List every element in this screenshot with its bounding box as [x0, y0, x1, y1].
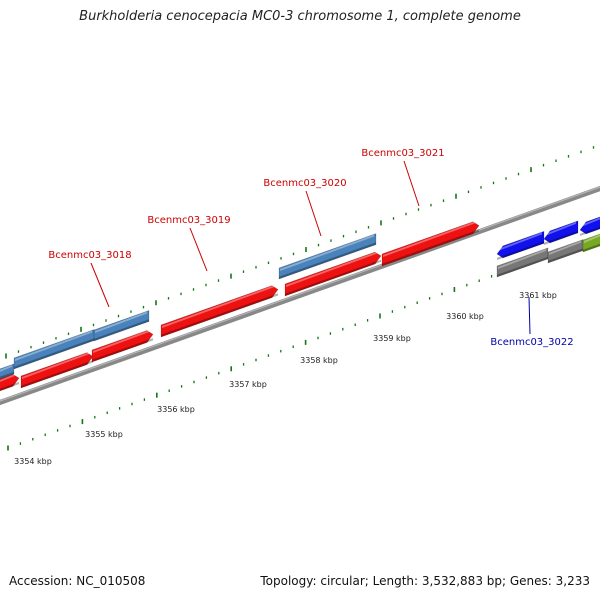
callout-pointer — [90, 262, 110, 308]
cds-reverse — [543, 220, 579, 245]
callout-pointer — [189, 227, 208, 272]
feature-gray-body — [496, 247, 549, 278]
feature-blue-shade — [279, 242, 376, 279]
feature-blue — [0, 363, 15, 380]
cds-reverse-body — [496, 230, 545, 259]
cds-reverse — [579, 216, 600, 236]
cds-forward-shade — [0, 381, 19, 391]
feature-blue-gloss — [0, 364, 12, 372]
genome-summary: Topology: circular; Length: 3,532,883 bp… — [260, 574, 590, 588]
cds-forward-shade — [21, 360, 93, 388]
cds-forward-body — [0, 373, 20, 392]
genome-title: Burkholderia cenocepacia MC0-3 chromosom… — [79, 9, 521, 24]
cds-reverse-gloss — [581, 217, 600, 227]
cds-forward-gloss — [22, 351, 91, 379]
feature-blue-shade — [14, 338, 94, 369]
feature-green-gloss — [584, 234, 600, 243]
cds-forward-gloss — [0, 373, 17, 382]
kbp-scale-labels: 3354 kbp 3355 kbp 3356 kbp 3357 kbp 3358 kbp… — [14, 291, 557, 466]
feature-blue-gloss — [15, 330, 92, 361]
cds-reverse-body — [543, 220, 579, 244]
accession-label: Accession: NC_010508 — [9, 574, 146, 588]
backbone-line — [0, 185, 600, 406]
cds-forward-shade — [285, 259, 381, 296]
cds-forward — [381, 220, 480, 267]
feature-blue-gloss — [280, 234, 374, 271]
cds-forward — [0, 373, 20, 392]
feature-blue-body — [93, 310, 150, 342]
feature-tracks — [0, 216, 600, 392]
kbp-label: 3355 kbp — [85, 430, 123, 439]
cds-reverse-shade — [497, 241, 544, 260]
feature-green-shade — [583, 243, 600, 252]
feature-blue-shade — [94, 319, 149, 341]
gene-label: Bcenmc03_3022 — [490, 337, 573, 348]
cds-forward-body — [381, 221, 480, 267]
kbp-label: 3360 kbp — [446, 312, 484, 321]
kbp-label: 3358 kbp — [300, 356, 338, 365]
feature-blue — [13, 329, 95, 370]
feature-blue — [278, 233, 377, 280]
cds-forward — [160, 284, 279, 338]
cds-reverse-gloss — [498, 232, 542, 251]
chromosome-backbone — [0, 185, 600, 406]
cds-reverse — [496, 230, 545, 260]
cds-forward-body — [91, 330, 154, 363]
gene-callouts: Bcenmc03_3018 Bcenmc03_3019 Bcenmc03_3020 B… — [48, 148, 573, 348]
cds-forward-gloss — [162, 284, 276, 328]
feature-blue-body — [13, 329, 95, 370]
kbp-label: 3359 kbp — [373, 334, 411, 343]
cds-reverse-shade — [580, 226, 600, 236]
cds-forward-gloss — [383, 220, 477, 257]
cds-forward-shade — [382, 229, 479, 266]
feature-blue — [93, 310, 150, 342]
kbp-label: 3357 kbp — [229, 380, 267, 389]
cds-forward — [20, 351, 94, 389]
callout-pointer — [528, 296, 531, 335]
kbp-label: 3354 kbp — [14, 457, 52, 466]
cds-reverse-gloss — [545, 221, 576, 236]
cds-forward-shade — [161, 293, 278, 337]
backbone-highlight — [0, 186, 600, 402]
feature-gray — [547, 239, 584, 264]
feature-gray-body — [547, 239, 584, 264]
cds-forward-body — [284, 251, 382, 297]
gene-label: Bcenmc03_3021 — [361, 148, 444, 159]
feature-green-body — [582, 233, 600, 253]
gene-label: Bcenmc03_3019 — [147, 215, 230, 226]
feature-blue-gloss — [95, 311, 147, 333]
cds-forward-body — [20, 352, 94, 389]
feature-gray-gloss — [498, 248, 546, 269]
kbp-label: 3361 kbp — [519, 291, 557, 300]
cds-forward-gloss — [286, 250, 379, 287]
feature-green — [582, 233, 600, 253]
cds-forward — [91, 329, 154, 363]
upper-tick-row — [5, 146, 595, 359]
cds-reverse-body — [579, 216, 600, 235]
gene-label: Bcenmc03_3018 — [48, 250, 131, 261]
cds-forward-body — [160, 285, 279, 338]
gene-label: Bcenmc03_3020 — [263, 178, 346, 189]
feature-blue-shade — [0, 371, 14, 379]
feature-gray-gloss — [549, 240, 581, 255]
feature-gray-shade — [548, 248, 583, 263]
kbp-label: 3356 kbp — [157, 405, 195, 414]
feature-gray — [496, 247, 549, 278]
callout-pointer — [403, 160, 420, 207]
cds-forward-shade — [92, 338, 153, 362]
cds-reverse-shade — [544, 230, 578, 245]
cds-forward — [284, 250, 382, 297]
feature-blue-body — [278, 233, 377, 280]
cds-forward-gloss — [93, 329, 151, 353]
feature-gray-shade — [497, 256, 548, 277]
callout-pointer — [305, 190, 322, 237]
